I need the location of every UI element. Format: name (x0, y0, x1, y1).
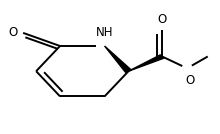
Text: O: O (9, 26, 18, 39)
Text: O: O (158, 13, 167, 26)
Polygon shape (104, 46, 132, 72)
Polygon shape (128, 55, 164, 71)
Text: NH: NH (96, 26, 113, 39)
Text: O: O (186, 74, 195, 87)
